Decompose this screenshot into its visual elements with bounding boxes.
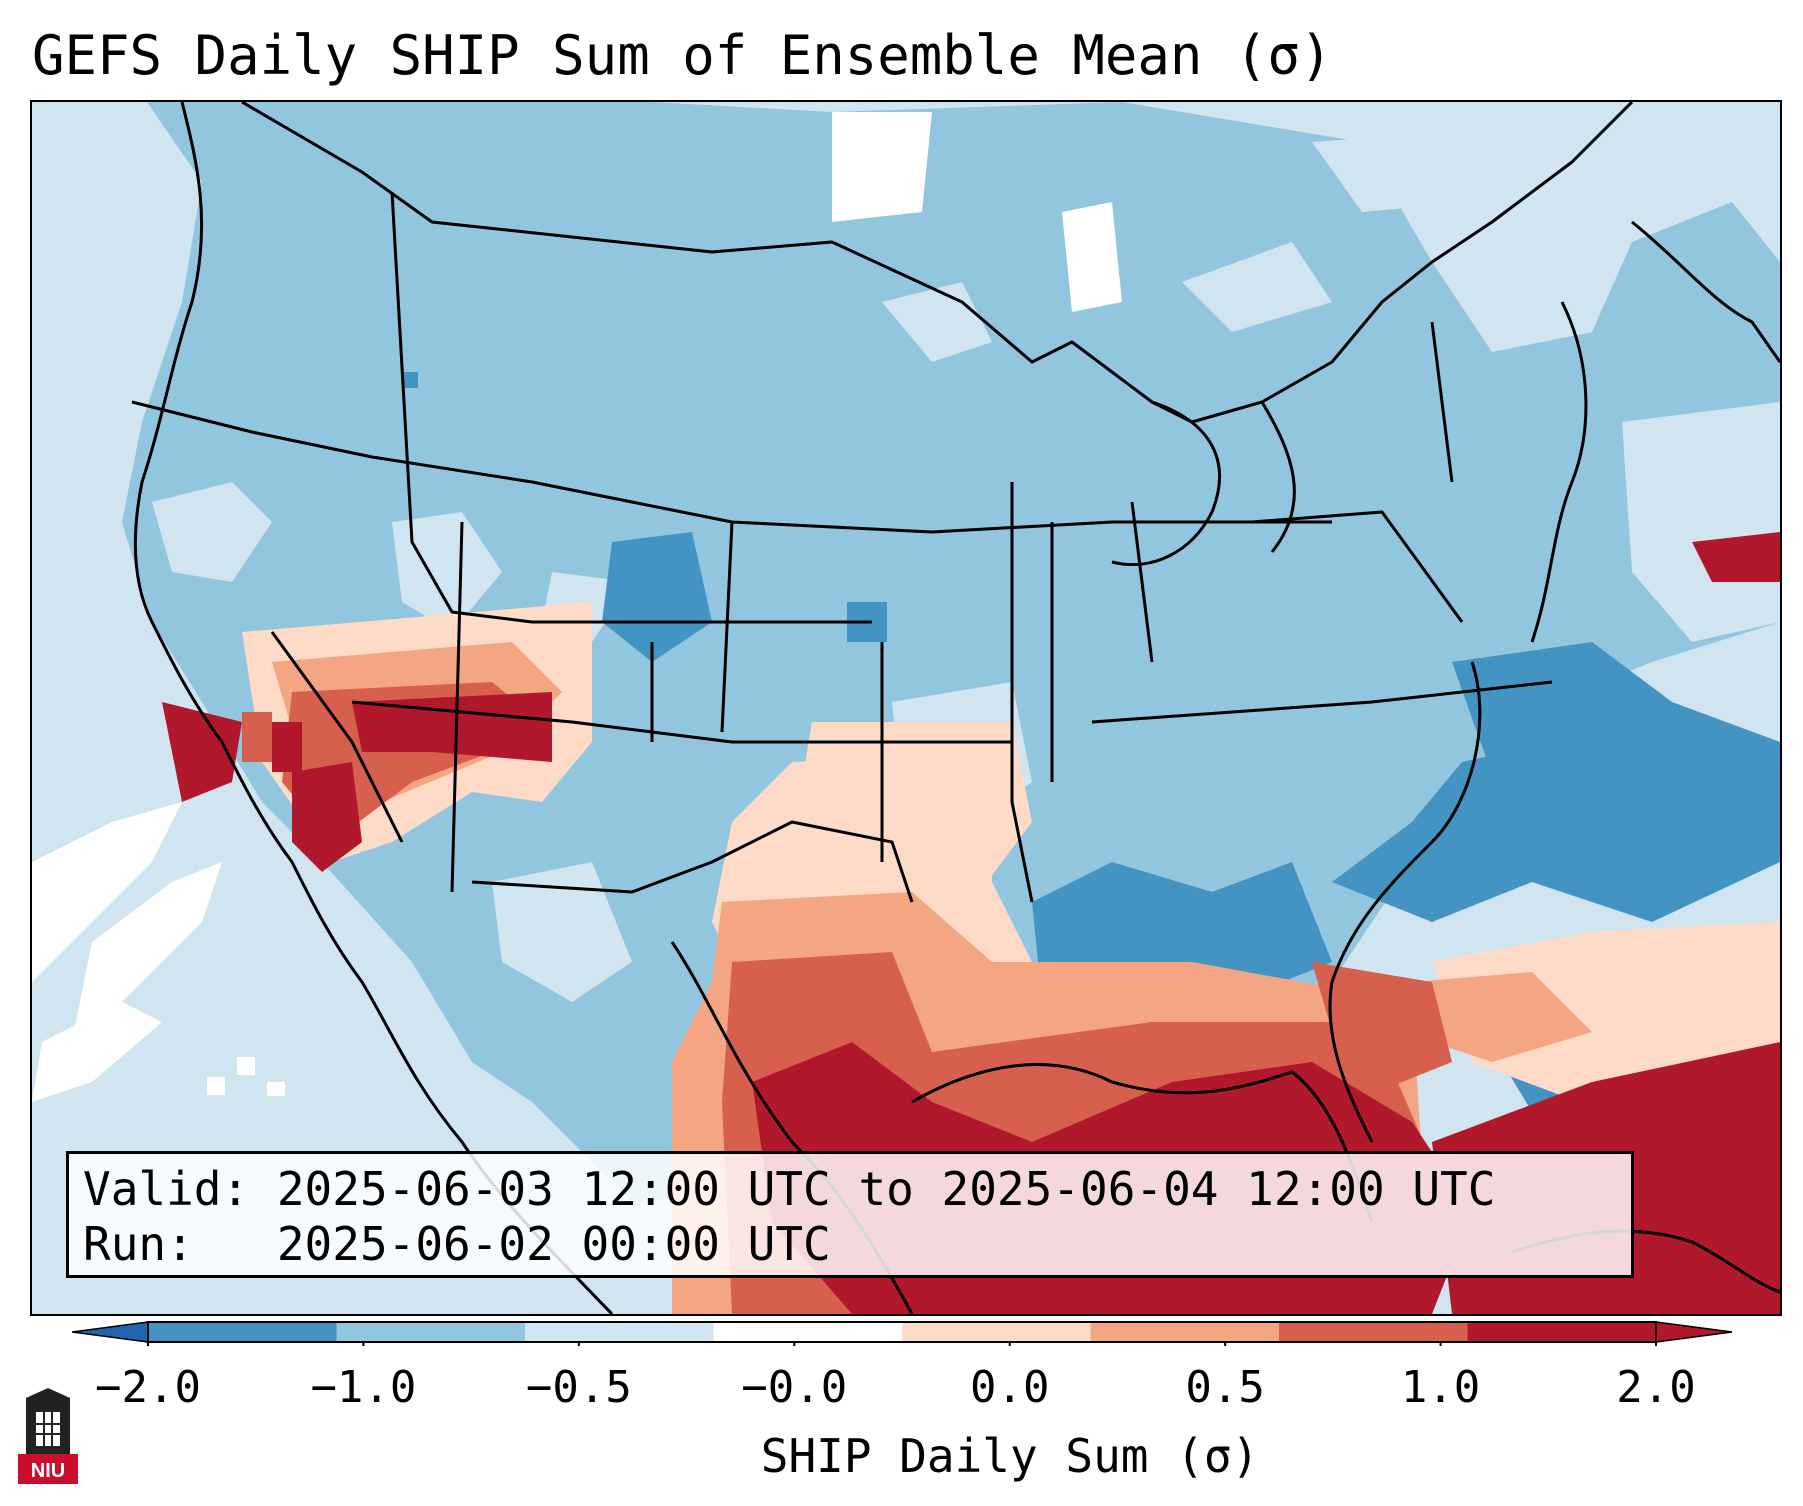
niu-logo: NIU: [18, 1388, 78, 1484]
region-neutral: [832, 112, 1122, 312]
region-light-patches: [152, 132, 1780, 1002]
valid-run-infobox: Valid: 2025-06-03 12:00 UTC to 2025-06-0…: [66, 1151, 1634, 1278]
colorbar-bins: [147, 1321, 1657, 1343]
colorbar-tick-label: −0.0: [741, 1362, 848, 1413]
colorbar: [72, 1321, 1733, 1346]
colorbar-over-arrow: [1655, 1321, 1733, 1343]
map-svg: [32, 102, 1780, 1314]
chart-title: GEFS Daily SHIP Sum of Ensemble Mean (σ): [32, 24, 1333, 87]
colorbar-bin: [148, 1322, 337, 1342]
colorbar-tick-label: 0.5: [1185, 1362, 1265, 1413]
colorbar-tick-label: −2.0: [95, 1362, 201, 1413]
colorbar-bin: [902, 1322, 1091, 1342]
colorbar-bin: [713, 1322, 903, 1342]
colorbar-bin: [336, 1322, 526, 1342]
map-panel: [30, 100, 1782, 1316]
logo-text: NIU: [31, 1460, 65, 1482]
coastlines-and-borders: [131, 102, 1780, 1314]
colorbar-bin: [1090, 1322, 1280, 1342]
colorbar-tick-label: 2.0: [1616, 1362, 1696, 1413]
colorbar-tick-label: 0.0: [969, 1362, 1050, 1413]
colorbar-under-arrow: [72, 1321, 149, 1343]
valid-time-text: Valid: 2025-06-03 12:00 UTC to 2025-06-0…: [83, 1162, 1496, 1216]
region-pacific-offshore-white: [32, 802, 285, 1102]
colorbar-bin: [1279, 1322, 1468, 1342]
colorbar-tick-label: −0.5: [525, 1362, 632, 1413]
run-time-text: Run: 2025-06-02 00:00 UTC: [83, 1217, 831, 1271]
colorbar-bin: [1467, 1322, 1657, 1342]
colorbar-tick-label: −1.0: [310, 1362, 417, 1413]
region-southwest-darkred: [162, 692, 552, 872]
colorbar-tick-label: 1.0: [1400, 1362, 1481, 1413]
colorbar-label: SHIP Daily Sum (σ): [760, 1429, 1260, 1483]
colorbar-bin: [525, 1322, 714, 1342]
